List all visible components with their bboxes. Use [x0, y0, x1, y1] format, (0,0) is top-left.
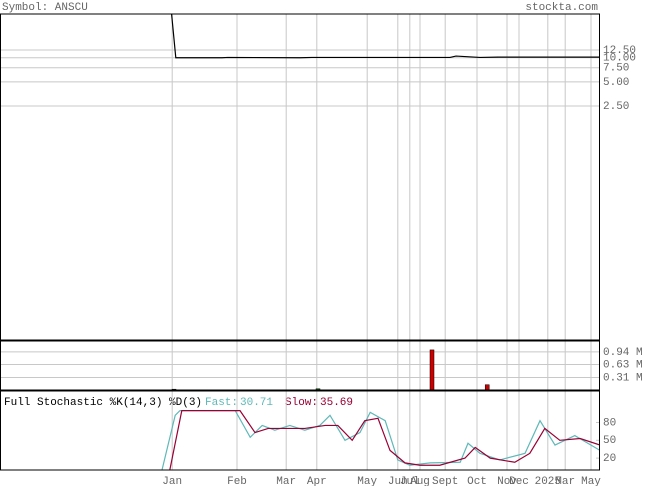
- plot-area: [171, 14, 600, 59]
- x-tick-label: Apr: [307, 476, 327, 486]
- stochastic-title: Full Stochastic %K(14,3) %D(3): [4, 397, 202, 409]
- plot-area: [171, 349, 490, 390]
- panel-frame: [0, 340, 600, 391]
- volume-bar: [315, 388, 321, 390]
- y-tick-label: 5.00: [603, 77, 629, 89]
- x-tick-label: May: [581, 476, 601, 486]
- series-line: [161, 410, 600, 470]
- x-tick-label: Jul: [400, 476, 420, 486]
- x-tick-label: Jan: [162, 476, 182, 486]
- source: stockta.com: [525, 2, 598, 14]
- y-tick-label: 80: [603, 417, 616, 429]
- panel-frame: [0, 13, 600, 341]
- y-tick-label: 2.50: [603, 101, 629, 113]
- x-tick-label: Jun: [388, 476, 408, 486]
- x-tick-label: Nov: [497, 476, 517, 486]
- y-tick-label: 0.31 M: [603, 372, 643, 384]
- volume-bar: [484, 384, 490, 390]
- x-tick-label: Mar: [555, 476, 575, 486]
- y-tick-label: 50: [603, 435, 616, 447]
- series-line: [169, 410, 600, 470]
- y-tick-label: 12.50: [603, 45, 636, 57]
- x-tick-label: Feb: [227, 476, 247, 486]
- symbol-title: Symbol: ANSCU: [2, 2, 88, 14]
- y-tick-label: 7.50: [603, 63, 629, 75]
- y-tick-label: 0.63 M: [603, 359, 643, 371]
- x-tick-label: May: [357, 476, 377, 486]
- panel-frame: [0, 390, 600, 471]
- y-tick-label: 20: [603, 453, 616, 465]
- plot-area: [161, 410, 600, 470]
- x-tick-label: Oct: [467, 476, 487, 486]
- x-tick-label: Mar: [276, 476, 296, 486]
- y-tick-label: 10.00: [603, 53, 636, 65]
- legend-slow: Slow:: [285, 397, 318, 409]
- x-tick-label: Dec: [509, 476, 529, 486]
- x-tick-label: Aug: [410, 476, 430, 486]
- legend-fast-value: 30.71: [240, 397, 273, 409]
- legend-fast: Fast:: [205, 397, 238, 409]
- y-tick-label: 0.94 M: [603, 347, 643, 359]
- volume-bar: [429, 349, 435, 390]
- series-line: [171, 14, 600, 59]
- x-tick-label: Sept: [432, 476, 458, 486]
- x-tick-label: 2025: [535, 476, 561, 486]
- legend-slow-value: 35.69: [320, 397, 353, 409]
